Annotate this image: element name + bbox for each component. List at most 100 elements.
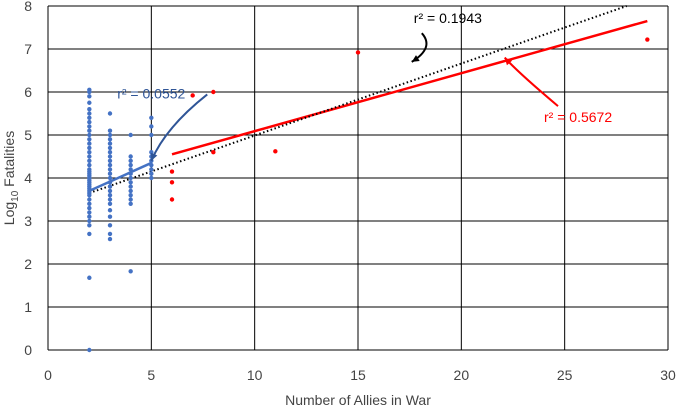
blue-data-point: [107, 197, 113, 202]
y-tick-label: 4: [24, 170, 32, 186]
y-axis-label-main: Log: [1, 202, 17, 225]
blue-data-point: [87, 162, 92, 168]
y-tick-label: 5: [24, 127, 32, 143]
blue-data-point: [128, 158, 133, 163]
blue-data-point: [107, 132, 113, 138]
blue-data-point: [87, 167, 92, 172]
blue-data-point: [107, 231, 113, 237]
y-tick-label: 7: [24, 41, 32, 57]
blue-data-point: [107, 208, 113, 213]
red-data-point: [273, 149, 278, 154]
blue-data-point: [87, 275, 92, 280]
blue-data-point: [128, 184, 133, 189]
red-data-point: [355, 50, 361, 55]
blue-data-point: [87, 137, 92, 142]
blue-data-point: [87, 150, 92, 155]
blue-data-point: [149, 171, 154, 176]
x-axis-label: Number of Allies in War: [285, 392, 431, 408]
annotation-layer: r² = 0.0552 r² = 0.1943 r² = 0.5672: [117, 10, 612, 162]
blue-data-point: [107, 214, 113, 219]
blue-data-point: [107, 158, 113, 163]
blue-data-point: [149, 150, 154, 155]
blue-data-point: [128, 132, 133, 138]
blue-data-point: [128, 201, 133, 206]
blue-data-point: [149, 175, 154, 181]
blue-data-point: [107, 223, 113, 228]
blue-data-point: [87, 119, 92, 125]
axes-layer: 0 5 10 15 20 25 30 0 1 2 3 4 5 6 7 8: [24, 0, 676, 383]
red-data-point: [169, 169, 175, 174]
blue-data-point: [107, 171, 113, 176]
black-trendline: [89, 5, 627, 194]
point-layer: [87, 37, 650, 353]
blue-data-point: [87, 214, 92, 219]
blue-data-point: [128, 180, 133, 185]
red-data-point: [190, 93, 195, 98]
blue-data-point: [87, 158, 92, 163]
blue-data-point: [107, 236, 113, 242]
y-tick-label: 6: [24, 84, 32, 100]
annotation-arrowhead: [150, 152, 158, 161]
red-trendline: [171, 19, 648, 156]
blue-data-point: [107, 201, 113, 206]
blue-data-point: [87, 87, 92, 93]
r-squared-label: r² = 0.1943: [414, 10, 482, 26]
blue-data-point: [149, 132, 154, 138]
y-tick-label: 2: [24, 256, 32, 272]
annotation-arrow: [150, 93, 208, 162]
blue-data-point: [87, 205, 92, 211]
blue-data-point: [128, 171, 133, 176]
blue-trendline: [88, 161, 152, 193]
blue-data-point: [87, 210, 92, 215]
blue-data-point: [128, 167, 133, 172]
blue-data-point: [149, 167, 154, 172]
x-tick-label: 0: [44, 367, 52, 383]
x-tick-label: 25: [557, 367, 573, 383]
blue-data-point: [87, 145, 92, 151]
blue-data-point: [87, 94, 92, 99]
blue-data-point: [107, 180, 113, 185]
blue-data-point: [87, 223, 92, 228]
blue-data-point: [128, 269, 133, 274]
blue-data-point: [149, 115, 154, 121]
blue-data-point: [87, 154, 92, 159]
blue-data-point: [87, 128, 92, 133]
blue-data-point: [149, 162, 154, 168]
y-axis-label-rest: Fatalities: [1, 131, 17, 191]
y-tick-label: 0: [24, 342, 32, 358]
red-data-point: [645, 37, 650, 42]
annotation-arrowhead: [504, 57, 513, 66]
blue-data-point: [107, 162, 113, 168]
red-data-point: [169, 180, 175, 185]
y-tick-label: 3: [24, 213, 32, 229]
annotation-arrow: [411, 32, 428, 63]
x-tick-label: 15: [350, 367, 366, 383]
red-data-point: [211, 150, 216, 155]
blue-data-point: [107, 145, 113, 151]
blue-data-point: [87, 115, 92, 121]
blue-data-point: [107, 111, 113, 116]
blue-data-point: [107, 193, 113, 198]
blue-data-point: [87, 132, 92, 138]
y-axis-label-subscript: 10: [10, 190, 21, 202]
blue-data-point: [128, 154, 133, 159]
blue-data-point: [107, 128, 113, 133]
grid-layer: [47, 5, 669, 351]
blue-data-point: [107, 188, 113, 194]
blue-data-point: [128, 188, 133, 194]
blue-data-point: [128, 162, 133, 168]
red-data-point: [169, 197, 175, 202]
blue-data-point: [128, 197, 133, 202]
blue-data-point: [87, 218, 92, 224]
x-tick-label: 30: [660, 367, 676, 383]
y-tick-label: 8: [24, 0, 32, 14]
annotation-arrowhead: [411, 55, 420, 62]
blue-data-point: [107, 150, 113, 155]
trendline-layer: [88, 5, 648, 194]
blue-data-point: [87, 100, 92, 105]
blue-data-point: [87, 107, 92, 112]
annotation-arrow: [503, 56, 559, 107]
blue-data-point: [107, 184, 113, 189]
r-squared-label: r² = 0.5672: [544, 109, 612, 125]
